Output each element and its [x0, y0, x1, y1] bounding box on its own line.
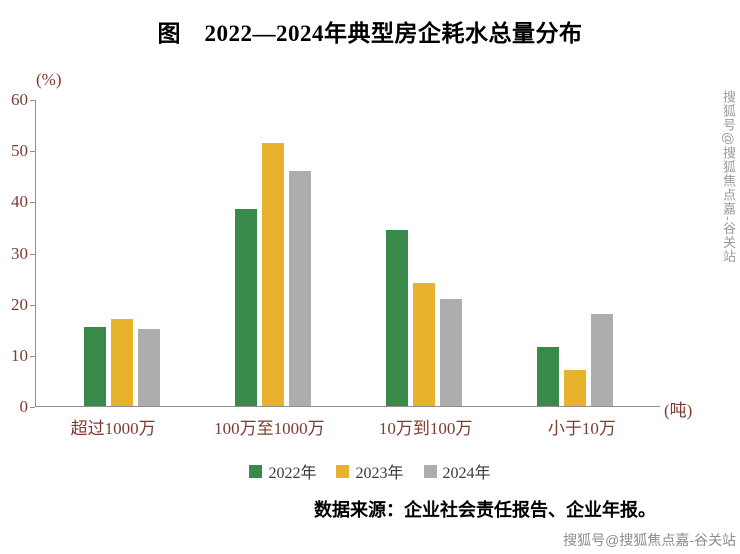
x-category-label: 10万到100万 [378, 419, 473, 438]
bar-group [234, 142, 311, 406]
bar-2024年-100万至1000万 [288, 170, 311, 406]
y-tick-label: 20 [11, 294, 28, 314]
y-axis-unit-label: (%) [36, 70, 62, 89]
legend-swatch [423, 464, 437, 478]
watermark-vertical: 搜狐号@搜狐焦点嘉-谷关站 [721, 90, 736, 264]
plot-area [35, 100, 660, 407]
bar-2024年-小于10万 [590, 313, 613, 406]
bar-2022年-10万到100万 [385, 229, 408, 406]
x-categories: 超过1000万 100万至1000万 10万到100万 小于10万 [35, 414, 660, 439]
y-tick-mark [30, 355, 35, 357]
bar-2023年-超过1000万 [110, 319, 133, 406]
y-tick-mark [30, 407, 35, 408]
source-note: 数据来源：企业社会责任报告、企业年报。 [314, 500, 656, 520]
y-tick-label: 0 [19, 397, 29, 416]
bar-2022年-超过1000万 [83, 326, 106, 406]
y-tick-mark [30, 202, 35, 204]
bar-2023年-小于10万 [563, 370, 586, 406]
bar-2022年-小于10万 [536, 347, 559, 406]
bar-2024年-超过1000万 [137, 329, 160, 406]
legend-label: 2023年 [355, 465, 404, 482]
legend-label: 2022年 [268, 465, 317, 482]
y-tick-mark [30, 151, 35, 153]
bar-2023年-100万至1000万 [261, 142, 284, 406]
y-tick-label: 30 [11, 243, 28, 263]
y-tick-label: 60 [11, 90, 28, 109]
bar-2023年-10万到100万 [412, 283, 435, 406]
legend-item: 2022年 [249, 459, 316, 483]
x-axis-unit-label: (吨) [664, 401, 693, 420]
legend-item: 2023年 [336, 459, 404, 483]
bar-2022年-100万至1000万 [234, 209, 257, 406]
y-tick-mark [30, 304, 35, 306]
legend-item: 2024年 [423, 459, 491, 483]
watermark-bottom: 搜狐号@搜狐焦点嘉-谷关站 [563, 532, 736, 548]
y-tick-mark [30, 100, 35, 101]
bar-group [536, 313, 613, 406]
x-category-label: 超过1000万 [70, 419, 156, 438]
legend-swatch [336, 464, 350, 478]
y-tick-label: 50 [11, 141, 28, 161]
legend: 2022年 2023年 2024年 [0, 459, 740, 483]
y-tick-label: 40 [11, 192, 28, 212]
bar-2024年-10万到100万 [439, 298, 462, 406]
bar-group [83, 319, 160, 406]
chart-title: 图 2022—2024年典型房企耗水总量分布 [157, 21, 583, 46]
x-category-label: 100万至1000万 [214, 419, 325, 438]
y-tick-label: 10 [11, 345, 28, 365]
y-tick-mark [30, 253, 35, 255]
x-category-label: 小于10万 [547, 419, 616, 438]
bar-group [385, 229, 462, 406]
legend-label: 2024年 [442, 465, 491, 482]
legend-swatch [249, 464, 263, 478]
